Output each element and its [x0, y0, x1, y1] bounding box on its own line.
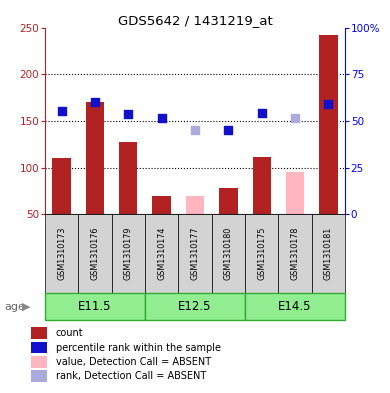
Point — [58, 107, 65, 114]
Point — [92, 99, 98, 105]
Bar — [86, 102, 104, 214]
Bar — [52, 158, 71, 214]
Bar — [30, 370, 47, 382]
Bar — [312, 214, 345, 293]
Bar — [286, 172, 304, 214]
Text: GSM1310181: GSM1310181 — [324, 227, 333, 280]
Text: GSM1310180: GSM1310180 — [224, 227, 233, 280]
Point — [158, 115, 165, 121]
Point — [192, 127, 198, 133]
Bar — [212, 214, 245, 293]
Text: E12.5: E12.5 — [178, 300, 212, 313]
Bar — [145, 293, 245, 320]
Bar — [30, 327, 47, 339]
Text: age: age — [4, 301, 25, 312]
Text: rank, Detection Call = ABSENT: rank, Detection Call = ABSENT — [56, 371, 206, 381]
Text: count: count — [56, 328, 83, 338]
Text: value, Detection Call = ABSENT: value, Detection Call = ABSENT — [56, 357, 211, 367]
Text: GDS5642 / 1431219_at: GDS5642 / 1431219_at — [118, 14, 272, 27]
Text: GSM1310176: GSM1310176 — [90, 227, 99, 280]
Bar — [145, 214, 178, 293]
Text: E14.5: E14.5 — [278, 300, 312, 313]
Text: ▶: ▶ — [22, 301, 31, 312]
Bar — [30, 342, 47, 353]
Bar — [119, 142, 137, 214]
Text: GSM1310174: GSM1310174 — [157, 227, 166, 280]
Bar — [186, 195, 204, 214]
Bar — [253, 157, 271, 214]
Text: GSM1310175: GSM1310175 — [257, 227, 266, 280]
Bar — [152, 196, 171, 214]
Bar — [219, 188, 238, 214]
Point — [225, 127, 232, 133]
Point — [292, 115, 298, 121]
Bar — [178, 214, 212, 293]
Text: GSM1310179: GSM1310179 — [124, 227, 133, 280]
Text: E11.5: E11.5 — [78, 300, 112, 313]
Point — [125, 111, 131, 118]
Bar — [278, 214, 312, 293]
Point — [325, 101, 332, 107]
Bar — [30, 356, 47, 368]
Bar — [45, 214, 78, 293]
Bar — [245, 214, 278, 293]
Bar — [319, 35, 338, 214]
Text: percentile rank within the sample: percentile rank within the sample — [56, 343, 221, 353]
Bar — [112, 214, 145, 293]
Bar — [45, 293, 145, 320]
Bar — [78, 214, 112, 293]
Bar — [245, 293, 345, 320]
Text: GSM1310177: GSM1310177 — [190, 227, 200, 280]
Text: GSM1310173: GSM1310173 — [57, 227, 66, 280]
Text: GSM1310178: GSM1310178 — [291, 227, 300, 280]
Point — [259, 110, 265, 116]
